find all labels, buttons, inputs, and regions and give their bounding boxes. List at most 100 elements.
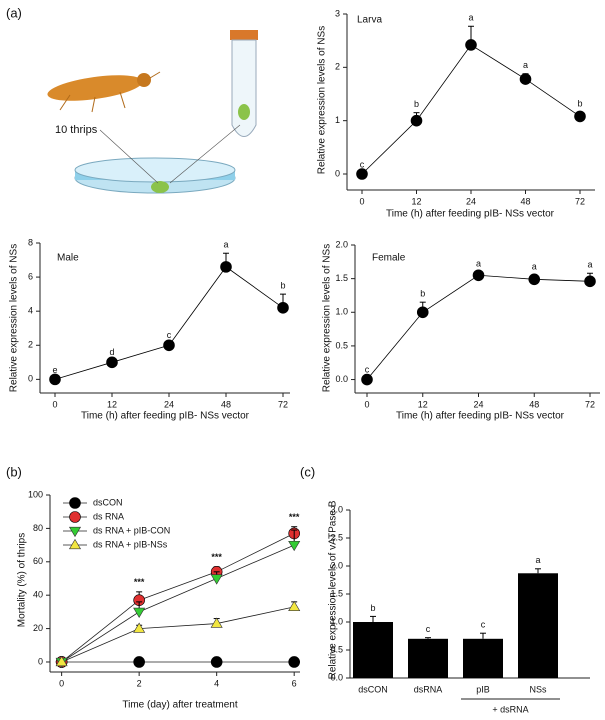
significance-letter: a (532, 262, 537, 272)
marker (416, 306, 429, 319)
y-tick-label: 0.5 (335, 340, 348, 350)
x-tick-label: 72 (278, 399, 288, 409)
y-axis-title: Relative expression levels of vATPase B (328, 500, 339, 679)
marker (277, 301, 289, 314)
marker (163, 339, 175, 352)
significance-letter: d (109, 347, 114, 357)
line (54, 266, 284, 380)
significance-letter: c (426, 624, 431, 634)
y-tick-label: 1 (335, 115, 340, 125)
x-tick-label: NSs (529, 684, 547, 694)
significance-letter: b (420, 289, 425, 299)
y-tick-label: 0.0 (335, 374, 348, 384)
x-tick-label: dsRNA (414, 684, 443, 694)
y-tick-label: 2 (28, 340, 33, 350)
significance-letter: c (365, 365, 370, 375)
y-tick-label: 60 (33, 556, 43, 566)
significance-letter: b (414, 99, 419, 109)
x-tick-label: dsCON (358, 684, 388, 694)
significance-mark: *** (134, 577, 145, 587)
legend-marker (68, 538, 82, 550)
significance-letter: a (223, 240, 228, 250)
x-axis-title: Time (h) after feeding pIB- NSs vector (81, 411, 250, 422)
x-tick-label: 0 (364, 399, 369, 409)
marker (133, 607, 146, 618)
legend-label: ds RNA + pIB-CON (93, 525, 170, 535)
marker (361, 373, 373, 386)
x-tick-label: 48 (221, 399, 231, 409)
bar (408, 638, 448, 678)
marker (210, 656, 223, 668)
significance-letter: c (481, 620, 486, 630)
marker (288, 540, 301, 552)
x-tick-label: pIB (476, 684, 490, 694)
y-tick-label: 1.0 (335, 307, 348, 317)
y-tick-label: 2 (335, 62, 340, 72)
significance-mark: *** (289, 512, 300, 522)
marker (288, 600, 301, 612)
significance-letter: a (587, 260, 592, 270)
significance-letter: a (535, 555, 540, 565)
x-tick-label: 0 (59, 678, 64, 688)
line (61, 544, 295, 663)
x-tick-label: 4 (214, 678, 219, 688)
marker (288, 656, 300, 668)
line (61, 606, 295, 663)
legend-marker (68, 526, 82, 538)
y-tick-label: 6 (28, 271, 33, 281)
significance-mark: *** (211, 552, 222, 562)
marker (210, 574, 223, 585)
y-tick-label: 1.0 (330, 616, 343, 626)
line (366, 274, 591, 380)
x-axis-title: Time (h) after feeding pIB- NSs vector (396, 411, 565, 422)
marker (472, 269, 485, 282)
legend-label: dsCON (93, 497, 123, 507)
y-tick-label: 0 (38, 656, 43, 666)
y-tick-label: 2.0 (330, 560, 343, 570)
y-tick-label: 4 (28, 306, 33, 316)
marker (55, 655, 68, 667)
legend-marker (69, 497, 81, 509)
x-tick-label: 6 (292, 678, 297, 688)
x-tick-label: 2 (137, 678, 142, 688)
y-axis-title: Relative expression levels of NSs (9, 244, 20, 392)
illustration-label: 10 thrips (55, 124, 98, 136)
y-tick-label: 0.5 (330, 644, 343, 654)
panel-title: Female (372, 253, 406, 264)
significance-letter: a (476, 258, 481, 268)
marker (49, 373, 61, 386)
x-tick-label: 12 (107, 399, 117, 409)
significance-letter: b (280, 281, 285, 291)
y-tick-label: 2.5 (330, 532, 343, 542)
x-tick-label: 24 (164, 399, 174, 409)
significance-letter: b (370, 603, 375, 613)
significance-letter: c (167, 330, 172, 340)
y-axis-title: Relative expression levels of NSs (317, 26, 328, 174)
panel-label: (c) (300, 464, 315, 479)
marker (584, 275, 596, 288)
y-tick-label: 0 (28, 374, 33, 384)
x-tick-label: 12 (411, 196, 421, 206)
group-label: + dsRNA (492, 704, 528, 714)
marker (574, 110, 586, 123)
y-tick-label: 8 (28, 237, 33, 247)
y-tick-label: 0.0 (330, 672, 343, 682)
significance-letter: a (523, 60, 528, 70)
bar (463, 638, 503, 678)
x-tick-label: 0 (52, 399, 57, 409)
x-tick-label: 72 (575, 196, 585, 206)
legend-label: ds RNA + pIB-NSs (93, 539, 168, 549)
y-tick-label: 1.5 (330, 588, 343, 598)
y-axis-title: Mortality (%) of thrips (17, 533, 28, 627)
y-tick-label: 2.0 (335, 239, 348, 249)
marker (210, 617, 223, 628)
marker (220, 261, 232, 273)
panel-label: (a) (6, 5, 22, 20)
y-tick-label: 0 (335, 168, 340, 178)
x-tick-label: 0 (359, 196, 364, 206)
marker (410, 114, 423, 127)
